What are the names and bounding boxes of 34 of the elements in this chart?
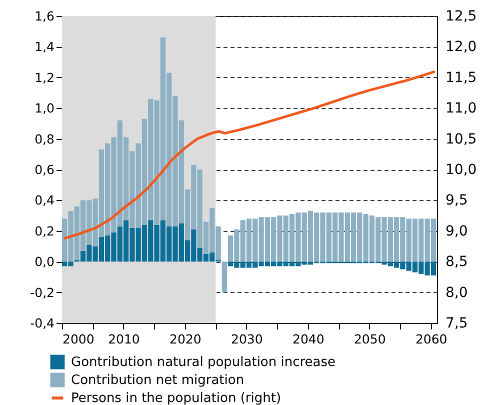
x-tick-label: 2040: [292, 332, 324, 346]
y-tick-label: 0,6: [34, 162, 55, 177]
y2-tick-label: 8,5: [446, 254, 468, 270]
x-tick-label: 2050: [354, 332, 386, 346]
y-tick-label: 0,4: [34, 192, 55, 208]
y-tick-label: 1,2: [34, 70, 54, 85]
y-tick-label: -0,2: [30, 284, 54, 300]
y2-tick-label: 10,5: [446, 131, 477, 148]
y-tick-label: -0,4: [30, 316, 55, 330]
x-tick-label: 2030: [231, 332, 263, 346]
y2-tick-label: 9,5: [446, 192, 468, 209]
y-tick-label: 1,4: [34, 39, 55, 54]
y2-tick-label: 12,0: [446, 39, 477, 56]
x-tick-label: 2060: [415, 332, 448, 346]
y-tick-label: 1,0: [34, 100, 55, 116]
legend-label: Gontribution natural population increase: [71, 355, 336, 370]
y2-tick-label: 10,0: [446, 162, 477, 178]
line-series: [64, 70, 436, 240]
y2-tick-label: 8,0: [446, 284, 468, 301]
y-tick-label: 0,0: [34, 254, 55, 270]
y-tick-label: 0,8: [34, 131, 55, 146]
x-tick-label: 2000: [62, 332, 94, 346]
y2-tick-label: 11,5: [446, 70, 477, 86]
y2-tick-label: 7,5: [446, 316, 468, 332]
y2-tick-label: 11,0: [446, 100, 477, 117]
y2-tick-label: 12,5: [446, 8, 477, 24]
x-tick-label: 2010: [108, 332, 140, 346]
legend-label: Persons in the population (right): [71, 391, 282, 405]
y2-tick-label: 9,0: [446, 223, 468, 240]
y-tick-label: 0,2: [34, 223, 54, 238]
legend-label: Contribution net migration: [71, 373, 244, 388]
bar: [222, 262, 227, 292]
y-tick-label: 1,6: [34, 8, 55, 24]
x-tick-label: 2020: [170, 332, 202, 346]
